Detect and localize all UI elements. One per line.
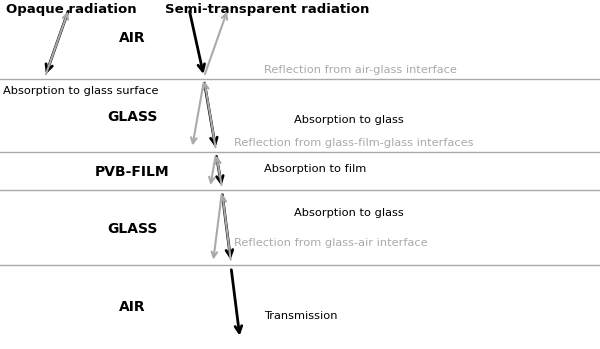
Text: AIR: AIR [119,300,145,314]
Text: Reflection from glass-air interface: Reflection from glass-air interface [234,238,428,247]
Text: PVB-FILM: PVB-FILM [95,165,169,179]
Text: Absorption to glass: Absorption to glass [294,116,404,125]
Text: Transmission: Transmission [264,311,337,321]
Text: Absorption to film: Absorption to film [264,164,366,174]
Text: Reflection from glass-film-glass interfaces: Reflection from glass-film-glass interfa… [234,138,473,148]
Text: Absorption to glass: Absorption to glass [294,208,404,218]
Text: GLASS: GLASS [107,222,157,236]
Text: GLASS: GLASS [107,110,157,124]
Text: Semi-transparent radiation: Semi-transparent radiation [165,3,370,16]
Text: AIR: AIR [119,31,145,45]
Text: Reflection from air-glass interface: Reflection from air-glass interface [264,65,457,75]
Text: Opaque radiation: Opaque radiation [6,3,137,16]
Text: Absorption to glass surface: Absorption to glass surface [3,87,158,96]
